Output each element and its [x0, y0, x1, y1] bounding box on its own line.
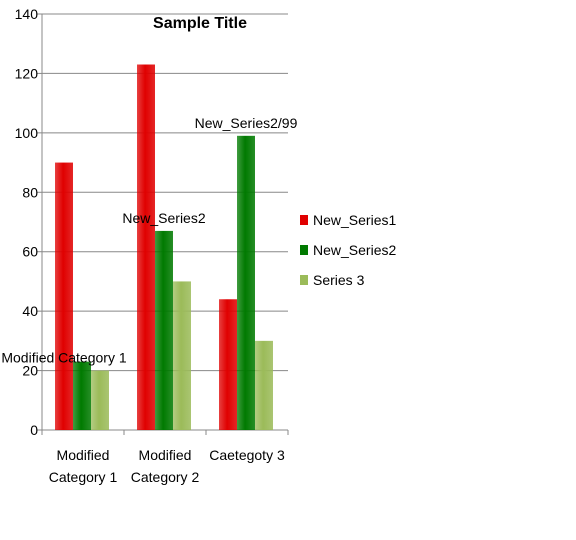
- y-tick-label: 40: [22, 303, 38, 319]
- x-tick-labels: Modified Category 1 Modified Category 2 Caet…: [49, 447, 285, 485]
- bars: [55, 64, 273, 431]
- data-label: Modified Category 1: [1, 350, 127, 366]
- legend: New_Series1 New_Series2 Series 3: [300, 212, 396, 288]
- bar-series-3-3: [255, 340, 273, 430]
- data-label: New_Series2: [122, 210, 205, 226]
- y-tick-labels: 0 20 40 60 80 100 120 140: [15, 6, 39, 438]
- legend-label: Series 3: [313, 272, 365, 288]
- bar-new-series1-1: [55, 162, 73, 431]
- y-tick-label: 120: [15, 65, 39, 81]
- bar-new-series2-1: [73, 361, 91, 430]
- legend-label: New_Series1: [313, 212, 396, 228]
- bar-new-series1-2: [137, 64, 155, 430]
- bar-new-series2-3: [237, 135, 255, 431]
- y-tick-label: 140: [15, 6, 39, 22]
- y-tick-label: 80: [22, 184, 38, 200]
- data-label: New_Series2/99: [195, 115, 298, 131]
- y-tick-label: 60: [22, 244, 38, 260]
- bar-series-3-1: [91, 370, 109, 430]
- annotations: Modified Category 1 New_Series2 New_Series…: [1, 115, 297, 366]
- y-tick-label: 20: [22, 363, 38, 379]
- legend-swatch: [300, 215, 308, 225]
- y-tick-label: 0: [30, 422, 38, 438]
- bar-series-3-2: [173, 281, 191, 430]
- bar-new-series1-3: [219, 299, 237, 430]
- legend-label: New_Series2: [313, 242, 396, 258]
- bar-new-series2-2: [155, 230, 173, 430]
- x-tick-label: Modified Category 1: [49, 447, 118, 485]
- chart-title: Sample Title: [153, 15, 247, 32]
- x-tick-label: Caetegoty 3: [209, 447, 285, 463]
- legend-swatch: [300, 245, 308, 255]
- x-tick-label: Modified Category 2: [131, 447, 200, 485]
- y-tick-label: 100: [15, 125, 39, 141]
- legend-swatch: [300, 275, 308, 285]
